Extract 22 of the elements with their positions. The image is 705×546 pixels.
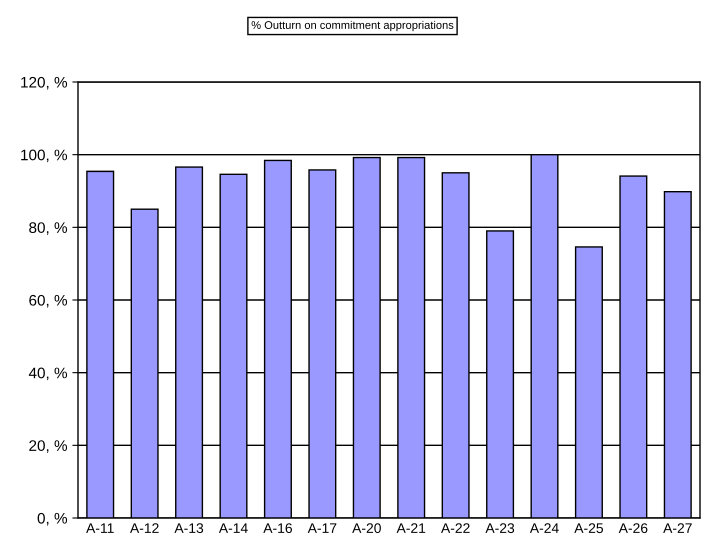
x-tick-label: A-27 <box>663 523 692 533</box>
x-tick-label: A-20 <box>352 523 381 534</box>
chart-title: % Outturn on commitment appropriations <box>252 20 454 32</box>
y-tick-label: 20, % <box>29 440 68 453</box>
x-tick-label: A-25 <box>574 523 604 534</box>
y-tick-label: 40, % <box>28 368 68 380</box>
x-tick-label: A-12 <box>130 523 159 533</box>
x-tick-label: A-14 <box>218 523 248 533</box>
y-tick-label: 0, % <box>38 512 68 526</box>
x-tick-label: A-23 <box>485 523 514 534</box>
x-tick-label: A-17 <box>308 523 336 533</box>
x-tick-label: A-26 <box>618 523 648 534</box>
x-tick-label: A-24 <box>530 523 559 533</box>
x-tick-label: A-22 <box>441 523 470 533</box>
y-tick-label: 120, % <box>21 76 68 90</box>
y-tick-label: 80, % <box>29 222 68 235</box>
x-tick-label: A-13 <box>174 523 204 534</box>
x-tick-label: A-21 <box>396 523 426 533</box>
y-tick-label: 60, % <box>29 294 68 308</box>
x-tick-label: A-16 <box>263 523 292 534</box>
x-tick-label: A-11 <box>86 523 114 533</box>
y-tick-label: 100, % <box>21 150 68 162</box>
